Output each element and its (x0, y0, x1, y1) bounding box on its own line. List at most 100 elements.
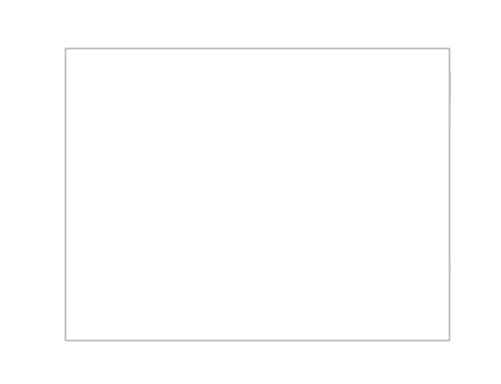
Bar (298, 309, 385, 334)
Text: 2,2: 2,2 (364, 238, 380, 248)
Bar (65, 309, 225, 334)
Bar (225, 98, 298, 126)
Bar (225, 143, 298, 160)
Text: 2,1: 2,1 (364, 129, 380, 139)
Bar (385, 258, 453, 275)
Text: Månedsendring
(prosent): Månedsendring (prosent) (223, 72, 301, 96)
Bar (385, 235, 453, 252)
Bar (298, 258, 385, 275)
Bar (385, 252, 453, 258)
Text: Bolig, lys og brensel: Bolig, lys og brensel (69, 163, 181, 173)
Bar (385, 309, 453, 334)
Text: Importerte konsumvarer: Importerte konsumvarer (69, 296, 197, 306)
Text: 12-måneders
endring (prosent): 12-måneders endring (prosent) (298, 73, 385, 96)
Bar (298, 126, 385, 143)
Text: Andre norskproduserte konsumvarer: Andre norskproduserte konsumvarer (69, 279, 261, 289)
Text: 2,5: 2,5 (364, 180, 380, 190)
Bar (225, 160, 298, 177)
Bar (65, 194, 225, 210)
Bar (385, 143, 453, 160)
Bar (65, 98, 225, 126)
Text: 127,7: 127,7 (418, 238, 448, 248)
Bar (65, 48, 449, 71)
Bar (385, 160, 453, 177)
Bar (225, 194, 298, 210)
Bar (385, 177, 453, 194)
Bar (298, 292, 385, 309)
Text: 3,8: 3,8 (364, 317, 380, 327)
Bar (225, 252, 298, 258)
Text: 137,0: 137,0 (418, 129, 448, 139)
Text: 168,4: 168,4 (418, 163, 448, 173)
Text: -0,3: -0,3 (273, 129, 293, 139)
Text: 210,6: 210,6 (418, 317, 448, 327)
Bar (65, 210, 225, 227)
Bar (298, 143, 385, 160)
Text: August 2013 -
August 2014: August 2013 - August 2014 (306, 101, 376, 123)
Text: Klær og skotøy: Klær og skotøy (69, 214, 154, 224)
Text: -3,4: -3,4 (360, 214, 380, 224)
Text: Juli 2014 - August
2014: Juli 2014 - August 2014 (217, 101, 306, 123)
Bar (298, 227, 385, 235)
Text: -0,3: -0,3 (273, 197, 293, 207)
Bar (385, 210, 453, 227)
Text: Andre tjenester med arbeidsلønn som
dominerende prisfaktor: Andre tjenester med arbeidsلønn som domi… (69, 311, 271, 333)
Text: Konsumprisindeks 1998=100: Konsumprisindeks 1998=100 (69, 53, 265, 66)
Text: 50,6: 50,6 (425, 214, 448, 224)
Bar (65, 126, 225, 143)
Bar (65, 258, 225, 275)
Bar (385, 292, 453, 309)
Bar (385, 194, 453, 210)
Bar (65, 143, 225, 160)
Bar (298, 275, 385, 292)
Text: -0,1: -0,1 (273, 180, 293, 190)
Bar (65, 235, 225, 252)
Text: Matvarer og alkoholfrie drikkevarer: Matvarer og alkoholfrie drikkevarer (69, 146, 260, 156)
Bar (225, 227, 298, 235)
Bar (385, 71, 453, 98)
Text: 163,8: 163,8 (418, 279, 448, 289)
Text: -1,2: -1,2 (273, 146, 293, 156)
Bar (298, 194, 385, 210)
Text: Kultur og fritid: Kultur og fritid (69, 197, 151, 207)
Text: Indeks: Indeks (402, 79, 435, 89)
Bar (298, 235, 385, 252)
Bar (385, 227, 453, 235)
Bar (65, 275, 225, 292)
Bar (385, 275, 453, 292)
Bar (298, 71, 385, 98)
Text: 1,5: 1,5 (364, 279, 380, 289)
Text: 90,1: 90,1 (425, 296, 448, 306)
Bar (225, 210, 298, 227)
Bar (298, 177, 385, 194)
Bar (225, 258, 298, 275)
Bar (298, 98, 385, 126)
Text: 1,5: 1,5 (364, 197, 380, 207)
Bar (65, 252, 225, 258)
Text: -0,7: -0,7 (273, 279, 293, 289)
Bar (65, 292, 225, 309)
Text: KPI etter leveringssektor: KPI etter leveringssektor (69, 262, 198, 272)
Bar (65, 71, 225, 98)
Text: August
2014: August 2014 (401, 101, 436, 123)
Bar (225, 177, 298, 194)
Text: -2,1: -2,1 (273, 214, 293, 224)
Text: 0,5: 0,5 (277, 317, 293, 327)
Bar (65, 177, 225, 194)
Text: KPI-JAE (juli 1999 = 100): KPI-JAE (juli 1999 = 100) (69, 238, 197, 248)
Text: 1,1: 1,1 (364, 296, 380, 306)
Bar (65, 227, 225, 235)
Bar (225, 235, 298, 252)
Bar (225, 292, 298, 309)
Bar (225, 309, 298, 334)
Bar (65, 334, 449, 340)
Bar (298, 210, 385, 227)
Text: -0,8: -0,8 (273, 296, 293, 306)
Text: 130,7: 130,7 (418, 146, 448, 156)
Bar (65, 160, 225, 177)
Bar (298, 252, 385, 258)
Bar (298, 160, 385, 177)
Text: Transport: Transport (69, 180, 125, 190)
Bar (225, 71, 298, 98)
Text: 150,5: 150,5 (418, 180, 448, 190)
